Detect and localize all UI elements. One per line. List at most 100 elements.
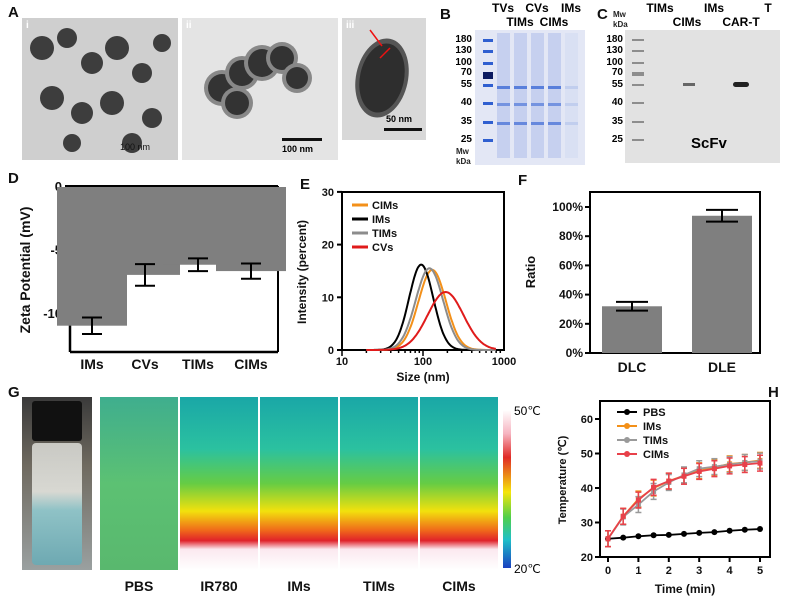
gel-lane [565,33,578,158]
tem-image-ii: ii 100 nm [182,18,338,160]
x-tick-label: 2 [666,565,672,577]
sub-label-i: i [26,20,29,31]
marker [757,460,763,466]
plot-frame [599,400,771,558]
temperature-colorbar [503,410,511,568]
gel-lane-label: TVs [491,1,515,15]
protein-band [497,103,510,106]
sub-label-iii: iii [346,20,355,31]
legend-label: IMs [643,421,661,433]
gel-marker-label: 25 [460,134,472,145]
blot-lane-label: TIMs [646,1,674,15]
gel-mw-label: Mw [456,147,469,156]
y-tick-label: 40% [559,288,583,302]
colorbar-max: 50℃ [514,404,541,418]
blot-marker-label: 25 [611,134,623,145]
protein-band [565,122,578,125]
y-tick-label: -5 [50,243,62,258]
y-axis-label: Intensity (percent) [295,220,309,324]
nanoparticle [132,63,152,83]
gel-lane [548,33,561,158]
sub-label-ii: ii [186,20,192,31]
ladder-band [483,84,493,87]
legend-marker [624,451,630,457]
legend-label: PBS [643,407,666,419]
x-tick-label: 1 [635,565,641,577]
protein-band [497,86,510,89]
legend-label: CIMs [372,200,398,212]
scale-bar-iii: 50 nm [386,114,413,124]
panel-label-d: D [8,170,19,187]
panel-label-h: H [768,384,779,401]
y-tick-label: 80% [559,229,583,243]
blot-marker-label: 70 [611,67,623,78]
thermal-image [100,397,178,570]
protein-band [548,86,561,89]
nanoparticle [153,34,171,52]
protein-band [514,122,527,125]
blot-ladder-band [632,50,644,52]
protein-band [548,122,561,125]
protein-band [531,122,544,125]
y-tick-label: 20% [559,317,583,331]
x-tick-label: DLE [708,359,736,375]
vial-cap [32,401,82,441]
marker [681,473,687,479]
colorbar-min: 20℃ [514,562,541,576]
panel-label-a: A [8,4,19,21]
marker [711,466,717,472]
gel-marker-label: 100 [455,57,472,68]
y-tick-label: 60% [559,258,583,272]
legend-label: TIMs [643,435,668,447]
vial-body [32,443,82,565]
blot-lane-label: CAR-T [722,15,760,29]
curve-CVs [366,290,497,351]
legend-label: TIMs [372,228,397,240]
blot-marker-label: 55 [611,79,623,90]
blot-kda-label: kDa [613,20,628,29]
gel-lane-label: TIMs [506,15,534,29]
gel-lane-label: CIMs [539,15,569,29]
gel-kda-label: kDa [456,157,471,166]
panel-label-c: C [597,6,608,23]
plot-frame [341,191,505,351]
nanoparticle [81,52,103,74]
bar-CIMs [216,187,286,272]
thermal-image [340,397,418,570]
gel-lane [514,33,527,158]
y-tick-label: 40 [581,483,593,495]
gel-marker-label: 180 [455,34,472,45]
x-tick-label: CIMs [234,356,268,372]
blot-marker-label: 180 [606,34,623,45]
marker [711,529,718,536]
thermal-label: IMs [287,578,311,594]
y-tick-label: 20 [322,240,334,252]
gel-lane-label: CVs [525,1,549,15]
x-tick-label: 10 [336,356,348,368]
blot-marker-label: 100 [606,57,623,68]
blot-ladder-band [632,84,644,86]
blot-ladder-band [632,72,644,76]
nanoparticle [286,67,308,89]
y-tick-label: 0% [566,346,584,360]
blot-band-cims [683,83,695,86]
thermal-image [420,397,498,570]
nanoparticle [225,91,249,115]
x-tick-label: 4 [727,565,734,577]
gel-marker-label: 40 [460,97,472,108]
thermal-label: CIMs [442,578,476,594]
blot-marker-label: 130 [606,45,623,56]
thermal-label: PBS [124,578,154,594]
x-tick-label: 3 [696,565,702,577]
marker [726,527,733,534]
x-tick-label: TIMs [182,356,214,372]
scfv-label: ScFv [691,135,727,152]
marker [635,533,642,540]
blot-band-car-t [733,82,749,87]
gel-marker-label: 35 [460,116,472,127]
x-tick-label: IMs [80,356,104,372]
blot-lane-label: CIMs [672,15,702,29]
bar-DLE [692,215,752,353]
